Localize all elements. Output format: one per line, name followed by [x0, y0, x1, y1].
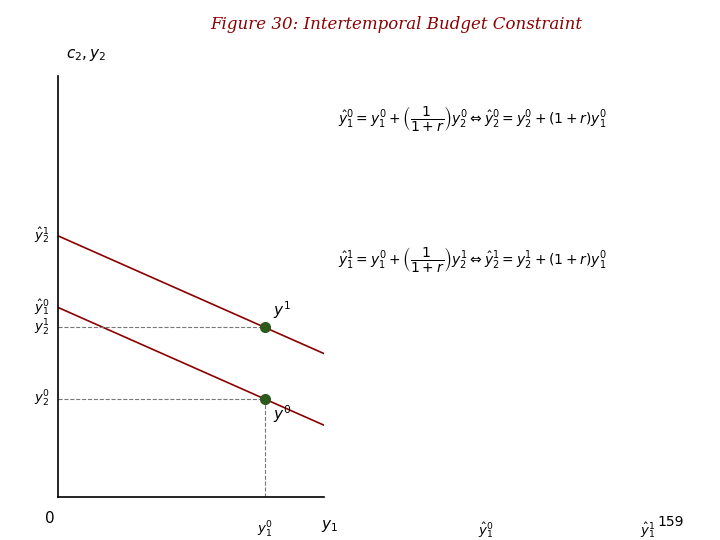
Text: $\hat{y}_1^1$: $\hat{y}_1^1$ [640, 520, 655, 539]
Text: $\hat{y}_1^0$: $\hat{y}_1^0$ [478, 520, 493, 539]
Text: $\hat{y}_1^1 = y_1^0 + \left(\dfrac{1}{1+r}\right)y_2^1 \Leftrightarrow \hat{y}_: $\hat{y}_1^1 = y_1^0 + \left(\dfrac{1}{1… [338, 245, 608, 274]
Text: 159: 159 [657, 515, 684, 529]
Text: $\hat{y}_1^0 = y_1^0 + \left(\dfrac{1}{1+r}\right)y_2^0 \Leftrightarrow \hat{y}_: $\hat{y}_1^0 = y_1^0 + \left(\dfrac{1}{1… [338, 104, 608, 133]
Text: $c_2, y_2$: $c_2, y_2$ [66, 47, 106, 63]
Text: $y_1^0$: $y_1^0$ [257, 520, 274, 540]
Text: $y_2^0$: $y_2^0$ [34, 389, 50, 409]
Text: $y^1$: $y^1$ [274, 300, 291, 321]
Text: $\hat{y}_2^1$: $\hat{y}_2^1$ [35, 226, 50, 246]
Text: $y^0$: $y^0$ [274, 403, 292, 425]
Text: Figure 30: Intertemporal Budget Constraint: Figure 30: Intertemporal Budget Constrai… [210, 16, 582, 33]
Text: $y_1$: $y_1$ [321, 518, 338, 534]
Text: $y_2^1$: $y_2^1$ [34, 318, 50, 338]
Text: $\hat{y}_1^0$: $\hat{y}_1^0$ [34, 298, 50, 317]
Text: $0$: $0$ [45, 510, 55, 526]
